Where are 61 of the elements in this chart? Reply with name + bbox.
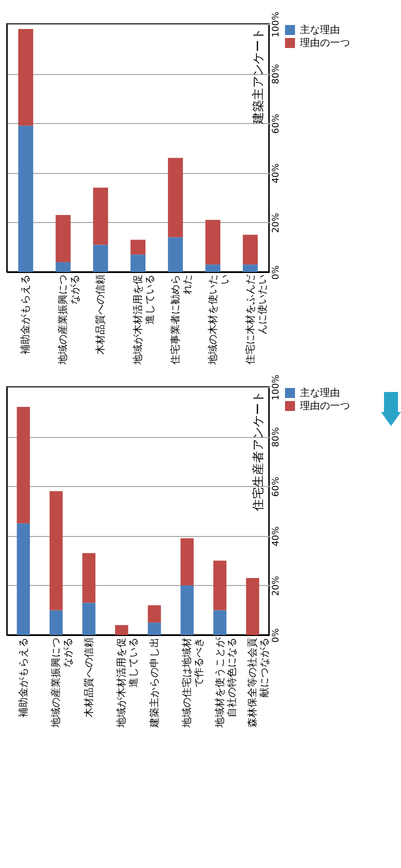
- x-tick-label: 地域の木材を使いたい: [206, 274, 231, 366]
- y-tick-label: 60%: [272, 476, 282, 497]
- bar: [18, 126, 34, 272]
- x-tick-label: 木材品質への信頼: [82, 638, 95, 718]
- y-tick-label: 80%: [272, 426, 282, 448]
- bar: [213, 560, 226, 610]
- legend-label: 理由の一つ: [300, 37, 350, 49]
- x-tick-label: 地域材を使うことが自社の特色になる: [214, 636, 238, 728]
- bar: [82, 602, 96, 635]
- bar: [93, 188, 108, 245]
- y-tick-label: 40%: [272, 162, 282, 184]
- x-tick-label: 建築主からの申し出: [148, 638, 160, 728]
- y-tick-label: 0%: [272, 264, 282, 280]
- bar: [242, 264, 258, 272]
- bar: [180, 585, 194, 635]
- x-tick-label: 補助金がもらえる: [17, 638, 30, 718]
- y-tick-label: 20%: [272, 212, 282, 233]
- bar: [148, 605, 161, 623]
- y-tick-label: 20%: [272, 575, 282, 596]
- bar: [115, 625, 128, 635]
- bar: [93, 244, 108, 272]
- bar: [205, 264, 220, 272]
- x-tick-label: 地域が木材活用を促進している: [132, 274, 156, 366]
- bar: [130, 254, 146, 272]
- y-tick-label: 80%: [272, 64, 282, 84]
- x-tick-label: 地域が木材活用を促進している: [116, 638, 140, 728]
- bar: [56, 262, 71, 272]
- legend-label: 主な理由: [300, 24, 340, 36]
- legend-label: 理由の一つ: [300, 400, 350, 412]
- bar: [50, 610, 63, 635]
- bar: [213, 610, 226, 635]
- x-tick-label: 住宅事業者に勧められた: [169, 274, 194, 364]
- x-tick-label: 地域の産業振興につながる: [50, 638, 74, 728]
- y-tick-label: 100%: [272, 374, 282, 400]
- bar: [205, 220, 220, 265]
- bar: [18, 28, 34, 126]
- bar: [16, 406, 30, 524]
- text: 建築主アンケート: [251, 28, 265, 125]
- x-tick-label: 地域の住宅は地域材で作るべき: [181, 638, 206, 728]
- text: 住宅生産者アンケート: [251, 391, 265, 512]
- bar: [130, 240, 146, 255]
- bar: [168, 158, 183, 238]
- bar: [242, 234, 258, 265]
- x-tick-label: 地域の産業振興につながる: [57, 274, 82, 366]
- x-tick-label: 補助金がもらえる: [20, 274, 32, 354]
- bar: [180, 538, 194, 586]
- bar: [148, 622, 161, 635]
- legend-label: 主な理由: [300, 387, 340, 399]
- bar: [16, 523, 30, 635]
- y-tick-label: 60%: [272, 113, 282, 134]
- bar: [82, 553, 96, 603]
- x-tick-label: 森林保全等の社会貢献につながる: [246, 638, 271, 728]
- y-tick-label: 0%: [272, 628, 282, 643]
- bar: [56, 214, 71, 262]
- x-tick-label: 木材品質への信頼: [94, 274, 107, 354]
- bar: [168, 237, 183, 272]
- x-tick-label: 住宅に木材をふんだんに使いたい: [244, 274, 268, 364]
- y-tick-label: 100%: [272, 11, 282, 38]
- bar: [246, 578, 260, 635]
- bar: [50, 491, 63, 610]
- y-tick-label: 40%: [272, 526, 282, 546]
